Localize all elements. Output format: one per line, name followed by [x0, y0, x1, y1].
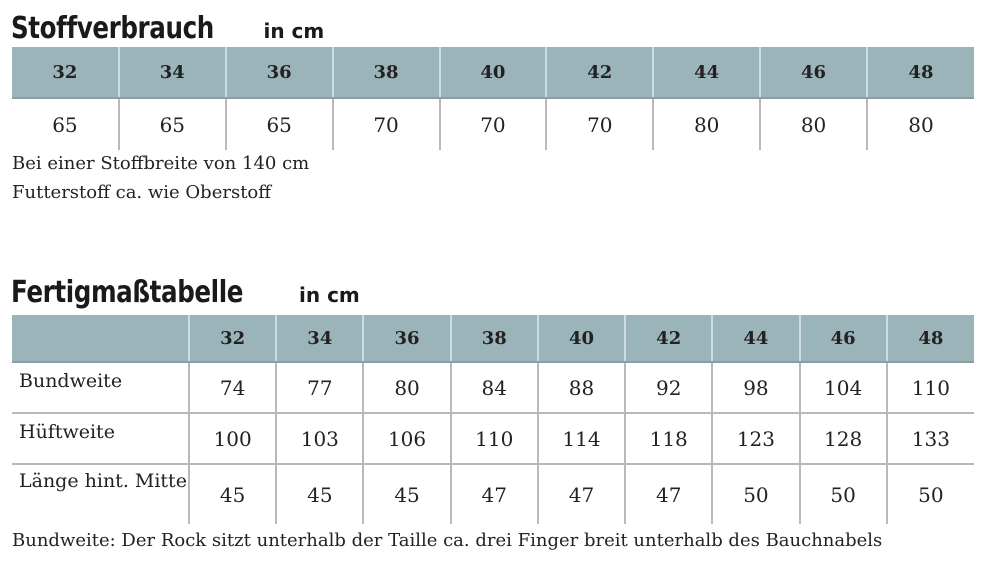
- size-header-cell: 34: [117, 47, 226, 99]
- fabric-consumption-heading: Stoffverbrauch in cm: [11, 14, 324, 44]
- row-label: Bundweite: [19, 370, 123, 392]
- table-row: Bundweite 74 77 80 84 88 92 98 104 110: [12, 362, 974, 413]
- fabric-consumption-unit: in cm: [263, 19, 325, 43]
- measurement-cell: 84: [449, 362, 538, 413]
- measurement-cell: 77: [275, 362, 364, 413]
- measurement-cell: 47: [624, 463, 713, 524]
- consumption-cell: 70: [331, 98, 440, 150]
- size-header-cell: 42: [545, 47, 654, 99]
- size-header-cell: 46: [798, 315, 887, 363]
- waist-footnote: Bundweite: Der Rock sitzt unterhalb der …: [12, 530, 883, 551]
- fabric-width-note: Bei einer Stoffbreite von 140 cm: [12, 153, 310, 174]
- measurement-cell: 110: [449, 412, 538, 464]
- consumption-cell: 65: [117, 98, 226, 150]
- consumption-cell: 70: [438, 98, 547, 150]
- table-row: Hüftweite 100 103 106 110 114 118 123 12…: [12, 412, 974, 464]
- measurement-cell: 50: [798, 463, 887, 524]
- size-header-cell: 32: [187, 315, 277, 363]
- size-header-cell: 36: [224, 47, 333, 99]
- measurements-title: Fertigmaßtabelle: [11, 275, 243, 310]
- size-header-cell: 44: [652, 47, 761, 99]
- measurements-table: 32 34 36 38 40 42 44 46 48 Bundweite 74 …: [12, 315, 974, 524]
- size-header-cell: 48: [866, 47, 974, 99]
- empty-corner-cell: [12, 315, 189, 363]
- measurement-cell: 118: [624, 412, 713, 464]
- size-header-cell: 40: [536, 315, 626, 363]
- fabric-consumption-table: 32 34 36 38 40 42 44 46 48 65 65 65 70 7…: [12, 47, 974, 150]
- measurement-cell: 98: [711, 362, 800, 413]
- measurement-cell: 133: [885, 412, 974, 464]
- size-header-cell: 48: [885, 315, 974, 363]
- size-header-cell: 36: [362, 315, 451, 363]
- size-header-cell: 44: [711, 315, 800, 363]
- measurement-cell: 50: [711, 463, 800, 524]
- consumption-cell: 80: [652, 98, 761, 150]
- measurement-cell: 45: [187, 463, 277, 524]
- measurement-cell: 45: [275, 463, 364, 524]
- size-header-cell: 40: [438, 47, 547, 99]
- consumption-cell: 80: [759, 98, 867, 150]
- measurement-cell: 100: [187, 412, 277, 464]
- size-header-row: 32 34 36 38 40 42 44 46 48: [12, 47, 974, 99]
- size-header-cell: 34: [275, 315, 364, 363]
- lining-note: Futterstoff ca. wie Oberstoff: [12, 182, 272, 203]
- measurement-cell: 74: [187, 362, 277, 413]
- measurement-cell: 92: [624, 362, 713, 413]
- consumption-cell: 80: [866, 98, 974, 150]
- measurement-cell: 50: [885, 463, 974, 524]
- measurement-cell: 110: [885, 362, 974, 413]
- measurements-heading: Fertigmaßtabelle in cm: [11, 278, 360, 308]
- measurement-cell: 80: [362, 362, 451, 413]
- consumption-cell: 70: [545, 98, 654, 150]
- row-label: Hüftweite: [12, 412, 189, 464]
- measurements-unit: in cm: [299, 283, 360, 307]
- measurement-cell: 128: [798, 412, 887, 464]
- fabric-consumption-title: Stoffverbrauch: [11, 11, 214, 46]
- measurement-cell: 45: [362, 463, 451, 524]
- measurement-cell: 106: [362, 412, 451, 464]
- table-row: Länge hint. Mitte 45 45 45 47 47 47 50 5…: [12, 463, 974, 524]
- measurement-cell: 114: [536, 412, 626, 464]
- size-header-cell: 42: [624, 315, 713, 363]
- consumption-cell: 65: [224, 98, 333, 150]
- consumption-row: 65 65 65 70 70 70 80 80 80: [12, 98, 974, 150]
- measurement-cell: 104: [798, 362, 887, 413]
- measurement-cell: 88: [536, 362, 626, 413]
- row-label: Länge hint. Mitte: [12, 463, 189, 524]
- measurement-cell: 47: [449, 463, 538, 524]
- measurement-cell: 123: [711, 412, 800, 464]
- size-header-cell: 38: [331, 47, 440, 99]
- size-header-row: 32 34 36 38 40 42 44 46 48: [12, 315, 974, 363]
- consumption-cell: 65: [52, 112, 78, 137]
- size-header-cell: 46: [759, 47, 867, 99]
- measurement-cell: 103: [275, 412, 364, 464]
- measurement-cell: 47: [536, 463, 626, 524]
- size-header-cell: 38: [449, 315, 538, 363]
- size-header-cell: 32: [12, 47, 119, 99]
